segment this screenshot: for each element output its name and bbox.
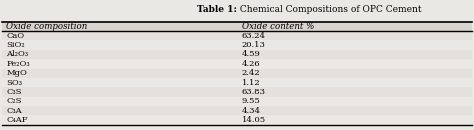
FancyBboxPatch shape [2,59,472,69]
Text: Fe₂O₃: Fe₂O₃ [6,60,30,68]
Text: 1.12: 1.12 [242,79,260,87]
Text: Chemical Compositions of OPC Cement: Chemical Compositions of OPC Cement [237,5,422,14]
Text: 9.55: 9.55 [242,97,261,105]
Text: SiO₂: SiO₂ [6,41,25,49]
FancyBboxPatch shape [2,40,472,50]
Text: C₃S: C₃S [6,88,22,96]
Text: 63.24: 63.24 [242,32,266,40]
FancyBboxPatch shape [2,97,472,106]
Text: 14.05: 14.05 [242,116,266,124]
Text: 63.83: 63.83 [242,88,266,96]
Text: C₃A: C₃A [6,107,22,115]
FancyBboxPatch shape [2,22,472,31]
Text: MgO: MgO [6,69,27,77]
FancyBboxPatch shape [2,106,472,115]
Text: 4.59: 4.59 [242,50,261,59]
Text: Oxide content %: Oxide content % [242,22,314,31]
Text: 4.34: 4.34 [242,107,261,115]
FancyBboxPatch shape [2,50,472,59]
Text: CaO: CaO [6,32,24,40]
Text: Oxide composition: Oxide composition [6,22,87,31]
Text: SO₃: SO₃ [6,79,22,87]
FancyBboxPatch shape [2,87,472,97]
Text: C₄AF: C₄AF [6,116,28,124]
Text: Al₂O₃: Al₂O₃ [6,50,28,59]
FancyBboxPatch shape [2,69,472,78]
Text: C₂S: C₂S [6,97,22,105]
FancyBboxPatch shape [2,31,472,40]
Text: 4.26: 4.26 [242,60,260,68]
Text: Table 1:: Table 1: [197,5,237,14]
Text: 2.42: 2.42 [242,69,260,77]
FancyBboxPatch shape [2,78,472,87]
FancyBboxPatch shape [2,115,472,125]
Text: 20.13: 20.13 [242,41,265,49]
